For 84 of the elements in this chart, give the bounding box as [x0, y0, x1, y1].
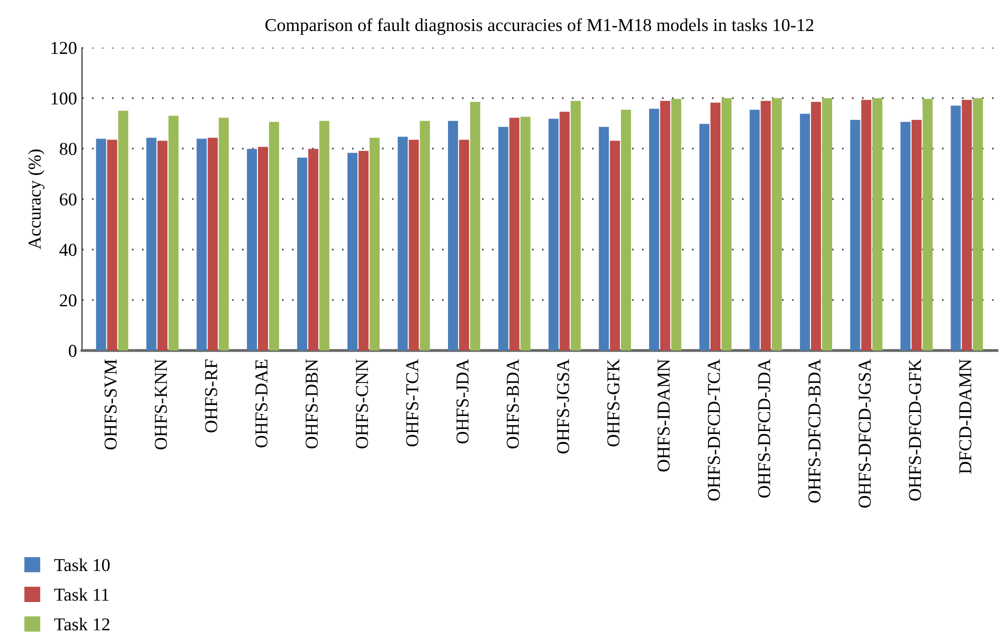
y-tick-label: 0	[68, 344, 76, 357]
bar	[800, 114, 810, 351]
bar	[498, 126, 508, 351]
bar	[168, 116, 179, 351]
y-tick-label: 60	[60, 193, 76, 206]
x-tick-label: OHFS-JDA	[456, 358, 469, 444]
x-tick-label: DFCD-IDAMN	[959, 359, 972, 474]
y-tick-label: 120	[52, 42, 76, 54]
bar	[900, 122, 911, 351]
x-tick-label: OHFS-TCA	[406, 358, 418, 446]
y-tick-label: 100	[52, 92, 76, 105]
bar	[861, 100, 872, 351]
x-tick-label: OHFS-DFCD-JGSA	[858, 358, 871, 508]
bar	[560, 112, 570, 351]
x-tick-label: OHFS-DFCD-BDA	[808, 358, 821, 503]
bar	[118, 110, 128, 351]
bar	[520, 116, 530, 351]
bar	[107, 140, 118, 351]
legend-label: Task 11	[54, 588, 109, 601]
bar	[810, 102, 822, 351]
bar	[649, 108, 660, 351]
bar	[258, 146, 268, 351]
bar	[598, 126, 609, 351]
bar	[157, 140, 168, 351]
bar	[370, 138, 380, 351]
x-tick-label: OHFS-DBN	[306, 359, 318, 448]
x-tick-label: OHFS-DFCD-JDA	[758, 358, 770, 498]
bar	[408, 140, 419, 351]
bar	[570, 100, 581, 351]
bar	[358, 150, 369, 351]
x-tick-label: OHFS-SVM	[104, 359, 117, 450]
bar	[760, 100, 771, 351]
bar	[208, 138, 218, 351]
bar	[297, 158, 308, 351]
bar	[347, 152, 358, 351]
x-tick-label: OHFS-JGSA	[557, 358, 570, 454]
x-tick-label: OHFS-DFCD-GFK	[908, 359, 922, 501]
bar	[548, 118, 559, 351]
bar	[448, 120, 458, 351]
x-tick-label: OHFS-RF	[205, 360, 218, 432]
bar	[721, 98, 732, 351]
bar	[246, 148, 257, 351]
bar	[850, 120, 860, 351]
bar	[872, 98, 882, 351]
bar	[509, 118, 520, 351]
x-tick-label: OHFS-BDA	[506, 358, 519, 448]
bar	[146, 138, 156, 351]
legend-label: Task 12	[54, 618, 110, 630]
bar	[218, 118, 229, 351]
y-axis-title: Accuracy (%)	[28, 149, 44, 250]
bar	[96, 138, 106, 351]
bar	[196, 138, 207, 351]
bar	[912, 120, 922, 351]
bar	[772, 98, 782, 351]
x-tick-label: OHFS-IDAMN	[658, 359, 670, 472]
y-tick-label: 80	[60, 142, 76, 156]
x-tick-label: OHFS-DFCD-TCA	[708, 358, 720, 501]
x-tick-label: OHFS-CNN	[356, 359, 368, 448]
bar	[750, 110, 760, 351]
chart-title: Comparison of fault diagnosis accuracies of M1-M18 models in tasks 10-12	[265, 18, 814, 35]
y-tick-label: 40	[59, 244, 76, 256]
bar	[922, 98, 933, 351]
x-tick-label: OHFS-GFK	[607, 359, 620, 446]
bar	[610, 140, 620, 351]
bar	[962, 100, 972, 351]
bar	[660, 100, 670, 351]
bar	[972, 98, 983, 351]
bar	[269, 122, 280, 351]
x-tick-label: OHFS-DAE	[255, 360, 268, 448]
bar	[470, 102, 480, 351]
bar	[620, 110, 631, 351]
bar	[950, 106, 961, 351]
bar	[822, 98, 832, 351]
bar	[308, 148, 318, 351]
x-tick-label: OHFS-KNN	[154, 359, 167, 450]
bar	[671, 98, 682, 351]
bar	[699, 124, 710, 351]
legend-label: Task 10	[54, 558, 110, 572]
y-tick-label: 20	[60, 294, 76, 306]
bar	[710, 102, 720, 351]
bar	[420, 120, 430, 351]
bar	[398, 136, 408, 351]
bar	[319, 120, 330, 351]
bar	[459, 140, 470, 351]
